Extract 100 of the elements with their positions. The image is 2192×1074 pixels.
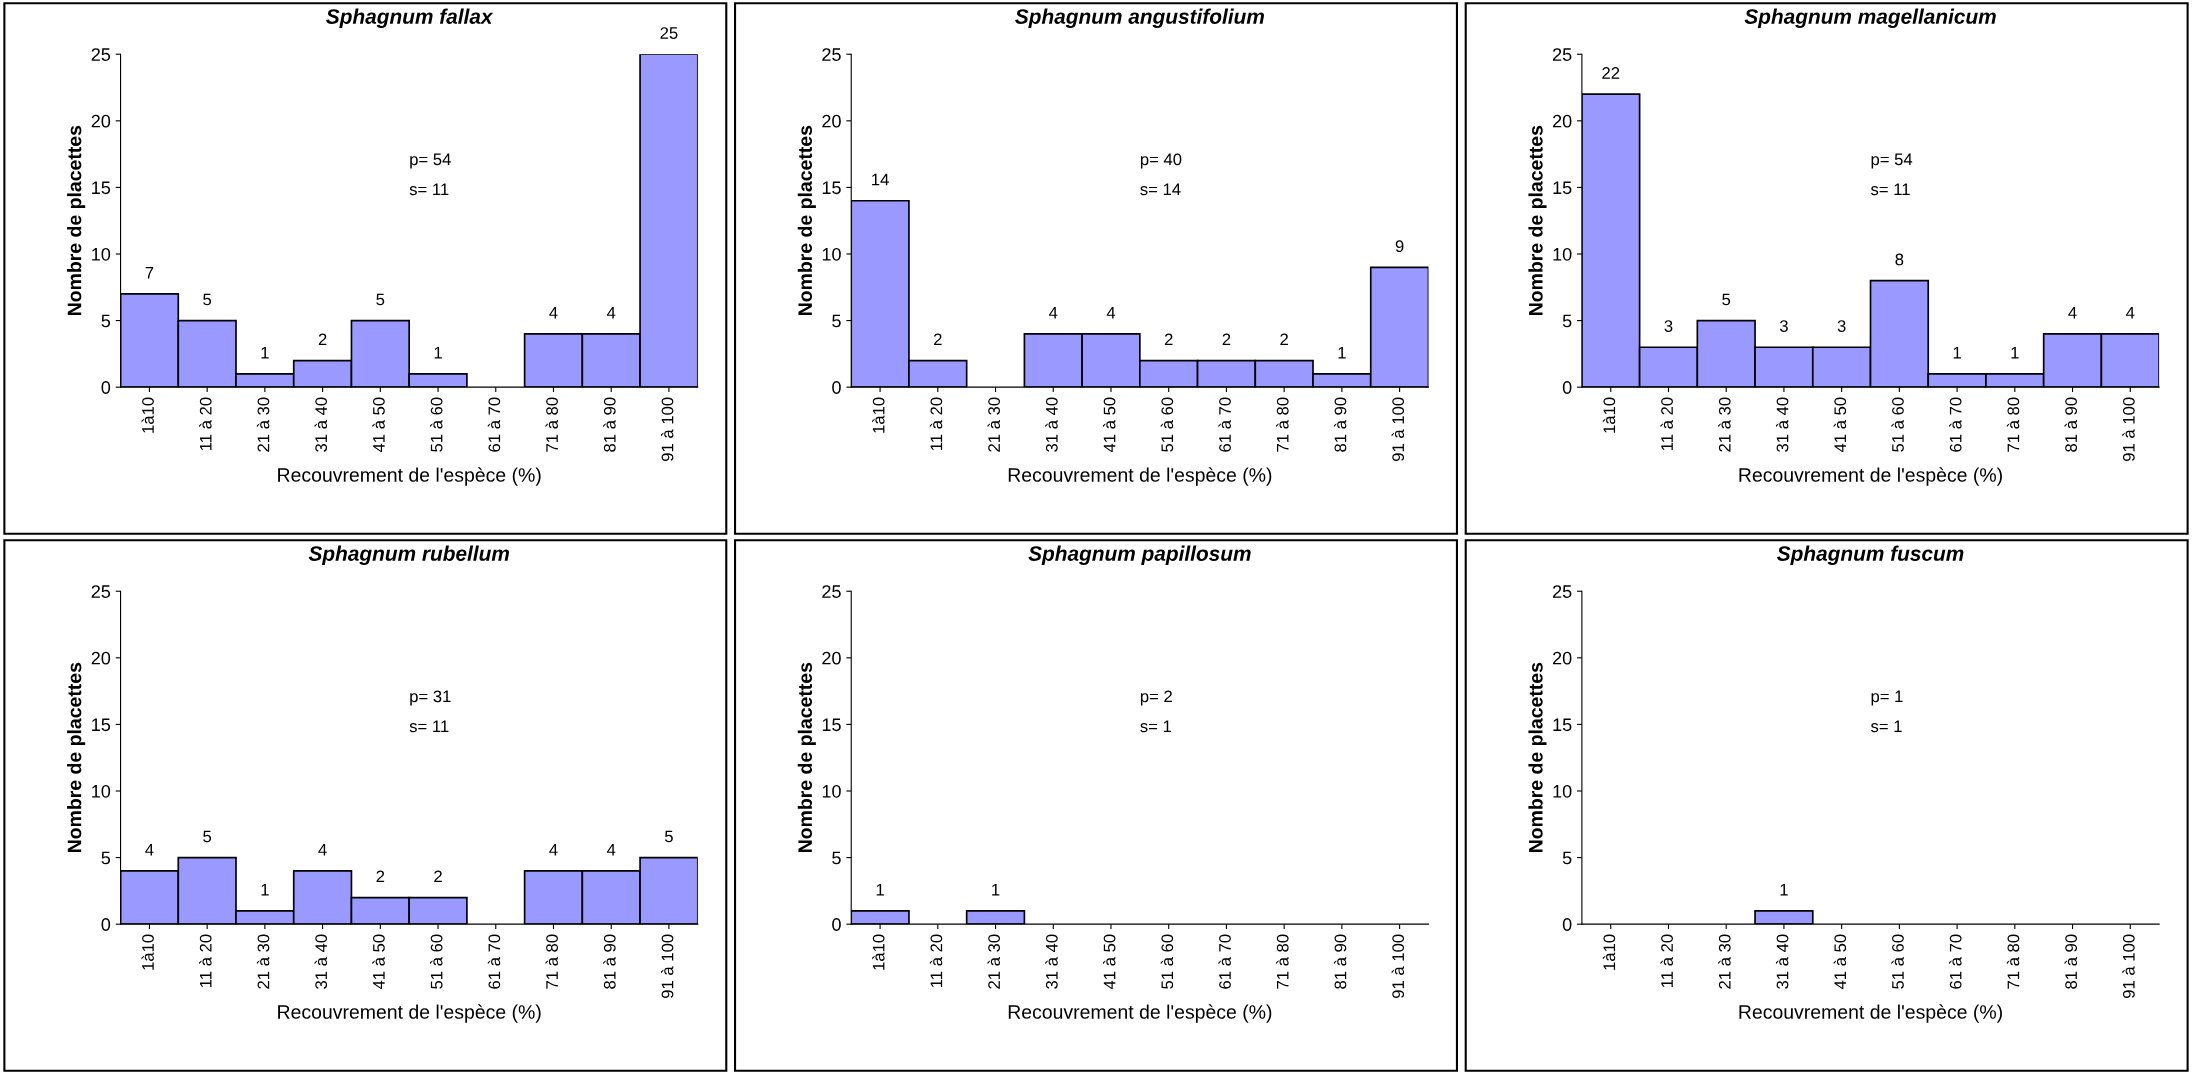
x-tick-label: 1à10 — [141, 934, 154, 970]
annotation: p= 1 — [1871, 690, 1903, 706]
x-tick-label: 71 à 80 — [545, 934, 558, 989]
x-tick-label: 51 à 60 — [1891, 934, 1904, 989]
x-tick-label: 21 à 30 — [1718, 397, 1731, 452]
x-tick-label: 51 à 60 — [1160, 397, 1174, 452]
data-label: 5 — [376, 293, 385, 306]
x-tick-label: 11 à 20 — [199, 934, 212, 987]
y-axis-title: Nombre de placettes — [67, 662, 86, 853]
x-tick-label: 71 à 80 — [1276, 397, 1289, 452]
x-tick-label: 11 à 20 — [1660, 934, 1673, 987]
y-tick-label: 15 — [1553, 718, 1572, 732]
x-tick-label: 11 à 20 — [929, 934, 943, 987]
y-tick-label: 10 — [92, 247, 111, 261]
x-tick-label: 51 à 60 — [1891, 397, 1904, 452]
y-tick-label: 25 — [91, 585, 111, 598]
y-tick-label: 0 — [832, 918, 841, 931]
y-tick-label: 10 — [1553, 784, 1572, 798]
y-tick-label: 15 — [1553, 181, 1572, 195]
y-tick-label: 25 — [822, 585, 841, 598]
x-tick-label: 21 à 30 — [987, 934, 1001, 989]
x-tick-label: 21 à 30 — [256, 397, 270, 452]
x-tick-label: 31 à 40 — [314, 397, 328, 452]
annotation: s= 11 — [409, 720, 449, 733]
y-tick-label: 5 — [832, 314, 841, 328]
x-tick-label: 61 à 70 — [1218, 934, 1231, 989]
chart-title: Sphagnum magellanicum — [1744, 8, 1996, 28]
data-label: 1 — [2011, 346, 2019, 359]
data-label: 2 — [1164, 333, 1173, 346]
x-tick-label: 51 à 60 — [430, 934, 443, 989]
y-tick-label: 15 — [92, 181, 111, 195]
y-tick-label: 20 — [1553, 114, 1572, 128]
y-tick-label: 0 — [101, 381, 111, 394]
y-tick-label: 10 — [1553, 247, 1572, 261]
x-tick-label: 61 à 70 — [1949, 934, 1962, 989]
y-tick-label: 25 — [91, 48, 111, 61]
data-label: 5 — [203, 293, 212, 306]
annotation: s= 1 — [1140, 720, 1171, 733]
x-tick-label: 31 à 40 — [314, 934, 328, 989]
x-tick-label: 81 à 90 — [2064, 934, 2078, 989]
data-label: 2 — [376, 870, 385, 883]
x-axis-title: Recouvrement de l'espèce (%) — [1739, 467, 2002, 486]
data-label: 4 — [549, 307, 558, 319]
x-tick-label: 51 à 60 — [1160, 934, 1174, 989]
y-tick-label: 0 — [832, 381, 841, 394]
data-label: 4 — [318, 844, 327, 856]
y-tick-label: 25 — [1553, 48, 1572, 61]
x-tick-label: 11 à 20 — [929, 397, 943, 450]
annotation: p= 54 — [1871, 153, 1913, 169]
y-axis-title: Nombre de placettes — [797, 662, 816, 853]
x-tick-label: 1à10 — [1602, 934, 1616, 970]
x-axis-title: Recouvrement de l'espèce (%) — [278, 467, 541, 486]
data-label: 14 — [872, 173, 889, 186]
x-tick-label: 41 à 50 — [1103, 934, 1116, 990]
y-axis-title: Nombre de placettes — [67, 125, 86, 316]
data-label: 2 — [318, 333, 327, 346]
x-tick-label: 1à10 — [1602, 397, 1616, 433]
x-tick-label: 91 à 100 — [1391, 934, 1405, 998]
y-tick-label: 5 — [101, 851, 111, 865]
data-label: 2 — [1222, 333, 1231, 346]
y-tick-label: 25 — [822, 48, 841, 61]
x-axis-title: Recouvrement de l'espèce (%) — [1739, 1004, 2002, 1023]
x-tick-label: 91 à 100 — [2122, 934, 2135, 998]
y-tick-label: 20 — [1553, 651, 1572, 665]
y-tick-label: 15 — [822, 181, 841, 195]
y-tick-label: 0 — [101, 918, 111, 931]
x-tick-label: 71 à 80 — [1276, 934, 1289, 989]
x-tick-label: 81 à 90 — [1333, 934, 1347, 989]
x-tick-label: 91 à 100 — [2122, 397, 2135, 461]
y-tick-label: 15 — [822, 718, 841, 732]
data-label: 1 — [992, 883, 1000, 896]
y-tick-label: 5 — [832, 851, 841, 865]
x-tick-label: 41 à 50 — [1833, 397, 1847, 453]
x-tick-label: 61 à 70 — [1949, 397, 1962, 452]
data-label: 4 — [2126, 307, 2135, 319]
data-label: 9 — [1395, 240, 1404, 253]
x-axis-title: Recouvrement de l'espèce (%) — [1008, 1004, 1272, 1023]
data-label: 2 — [434, 870, 442, 883]
chart-title: Sphagnum fallax — [326, 8, 494, 28]
y-tick-label: 0 — [1562, 381, 1572, 394]
y-tick-label: 5 — [1562, 851, 1572, 865]
x-tick-label: 91 à 100 — [1391, 397, 1405, 461]
y-tick-label: 20 — [822, 651, 841, 665]
data-label: 4 — [2068, 307, 2077, 319]
data-label: 3 — [1779, 320, 1788, 332]
data-label: 1 — [261, 346, 269, 359]
x-tick-label: 61 à 70 — [1218, 397, 1231, 452]
x-tick-label: 21 à 30 — [256, 934, 270, 989]
y-tick-label: 20 — [91, 651, 111, 665]
x-tick-label: 31 à 40 — [1045, 397, 1058, 452]
data-label: 2 — [934, 333, 942, 346]
data-label: 4 — [606, 307, 616, 319]
x-tick-label: 61 à 70 — [487, 934, 501, 989]
x-tick-label: 1à10 — [872, 934, 885, 970]
annotation: p= 31 — [410, 690, 451, 706]
y-axis-title: Nombre de placettes — [1528, 662, 1547, 853]
x-tick-label: 11 à 20 — [1660, 397, 1673, 450]
x-tick-label: 71 à 80 — [2006, 397, 2020, 452]
data-label: 1 — [876, 883, 884, 896]
annotation: s= 14 — [1140, 183, 1181, 196]
